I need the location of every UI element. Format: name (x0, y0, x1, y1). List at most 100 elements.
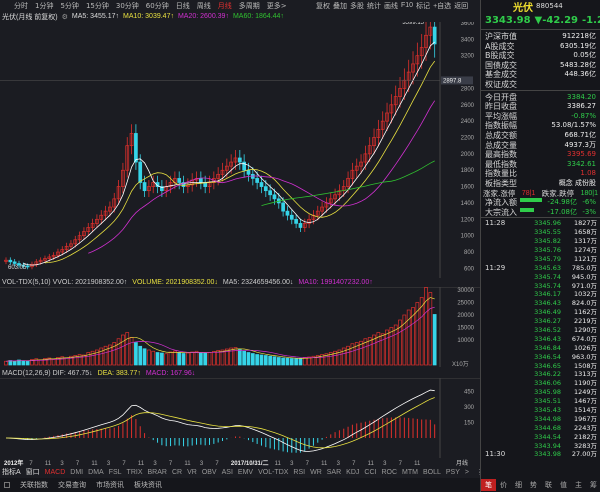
tick-row[interactable]: 3345.79 1121万 (481, 255, 600, 264)
period-10[interactable]: 更多> (266, 1, 287, 10)
indicator-tab-7[interactable]: BRAR (147, 468, 167, 476)
right-tab-3[interactable]: 势 (530, 481, 537, 489)
tick-row[interactable]: 3345.98 1249万 (481, 388, 600, 397)
tick-row[interactable]: 3346.43 674.0万 (481, 335, 600, 344)
period-4[interactable]: 30分钟 (115, 1, 139, 10)
volume-bar (385, 329, 389, 366)
tick-row[interactable]: 3346.06 1190万 (481, 379, 600, 388)
indicator-tab-10[interactable]: OBV (201, 468, 217, 476)
indicator-tab-19[interactable]: ROC (381, 468, 398, 476)
ma20-label: MA20: 2600.39↑ (177, 13, 229, 20)
indicator-tab-22[interactable]: PSY (445, 468, 460, 476)
tick-row[interactable]: 3346.52 1290万 (481, 326, 600, 335)
bottom-tab-1[interactable]: 交易查询 (58, 481, 86, 489)
indicator-tab-3[interactable]: DMI (70, 468, 84, 476)
indicator-tab-11[interactable]: ASI (221, 468, 233, 476)
tick-row[interactable]: 3346.49 1162万 (481, 308, 600, 317)
indicator-tab-6[interactable]: TRIX (126, 468, 143, 476)
bottom-tab-2[interactable]: 市场资讯 (96, 481, 124, 489)
tick-row[interactable]: 3345.51 1467万 (481, 397, 600, 406)
indicator-tab-17[interactable]: KDJ (346, 468, 360, 476)
tick-row[interactable]: 3345.74 971.0万 (481, 282, 600, 291)
indicator-tab-14[interactable]: RSI (293, 468, 306, 476)
tick-row[interactable]: 3346.17 1032万 (481, 290, 600, 299)
tick-volume: 1967万 (573, 414, 597, 423)
indicator-tab-5[interactable]: FSL (108, 468, 122, 476)
volume-chart[interactable]: 30000 25000 20000 15000 10000 X10万 (0, 287, 480, 367)
period-3[interactable]: 15分钟 (85, 1, 109, 10)
tick-row[interactable]: 3346.84 1026万 (481, 344, 600, 353)
volume-bar (324, 353, 329, 366)
right-tab-2[interactable]: 细 (515, 481, 522, 489)
period-7[interactable]: 周线 (196, 1, 211, 10)
tick-row[interactable]: 11:28 3345.96 1827万 (481, 219, 600, 228)
macd-chart[interactable]: 450 300 150 (0, 378, 480, 458)
indicator-tab-9[interactable]: VR (187, 468, 197, 476)
indicator-tab-4[interactable]: DMA (88, 468, 104, 476)
tool-button-1[interactable]: 叠加 (333, 2, 347, 10)
indicator-tab-21[interactable]: BOLL (422, 468, 441, 476)
tool-button-4[interactable]: 画线 (384, 2, 398, 10)
tool-button-5[interactable]: F10 (401, 2, 414, 9)
tick-time (481, 397, 521, 406)
tick-row[interactable]: 3345.43 1514万 (481, 406, 600, 415)
tick-row[interactable]: 3343.94 3283万 (481, 442, 600, 451)
indicator-tab-2[interactable]: MACD (44, 468, 66, 476)
tick-row[interactable]: 3346.65 1508万 (481, 362, 600, 371)
right-tab-0[interactable]: 笔 (481, 479, 496, 491)
tool-button-8[interactable]: 返回 (454, 2, 469, 10)
period-2[interactable]: 5分钟 (60, 1, 79, 10)
tool-button-3[interactable]: 统计 (367, 2, 381, 10)
period-9[interactable]: 多周期 (238, 1, 260, 10)
tick-row[interactable]: 3345.55 1658万 (481, 228, 600, 237)
stat-label: 国债成交 (485, 60, 517, 70)
tick-row[interactable]: 3346.27 2219万 (481, 317, 600, 326)
tool-button-6[interactable]: 标记 (416, 2, 431, 10)
period-5[interactable]: 60分钟 (145, 1, 169, 10)
tool-button-2[interactable]: 多股 (350, 2, 364, 10)
tick-row[interactable]: 3345.76 1274万 (481, 246, 600, 255)
tick-row[interactable]: 3344.54 2182万 (481, 433, 600, 442)
tick-time (481, 379, 521, 388)
indicator-tab-1[interactable]: 窗口 (25, 469, 40, 476)
indicator-tab-18[interactable]: CCI (364, 468, 377, 476)
indicator-tab-16[interactable]: SAR (326, 468, 342, 476)
tick-row[interactable]: 3345.74 945.0万 (481, 273, 600, 282)
right-tab-6[interactable]: 主 (575, 481, 582, 489)
tick-row[interactable]: 3344.68 2243万 (481, 424, 600, 433)
right-tab-5[interactable]: 值 (560, 481, 567, 489)
tool-button-7[interactable]: +自选 (433, 2, 452, 10)
candlestick-chart[interactable]: 3600 3400 3200 2800 2600 2400 2200 2000 1800 1600… (0, 22, 480, 278)
tick-row[interactable]: 3344.98 1967万 (481, 415, 600, 424)
tick-time (481, 415, 521, 424)
bottom-tab-0[interactable]: 关联指数 (20, 481, 48, 489)
period-8[interactable]: 月线 (217, 1, 232, 10)
period-6[interactable]: 日线 (175, 1, 190, 10)
checkbox-icon[interactable] (4, 482, 10, 488)
period-1[interactable]: 1分钟 (35, 1, 54, 10)
tool-button-0[interactable]: 复权 (316, 2, 330, 10)
indicator-tab-8[interactable]: CR (171, 468, 183, 476)
indicator-tab-12[interactable]: EMV (237, 468, 254, 476)
gear-icon[interactable]: ⚙ (61, 13, 68, 21)
indicator-tab-0[interactable]: 指标A (2, 469, 21, 476)
indicator-tab-13[interactable]: VOL-TDX (258, 468, 289, 476)
volume-bar (103, 345, 108, 366)
tick-row[interactable]: 11:29 3345.63 785.0万 (481, 264, 600, 273)
indicator-tab-20[interactable]: MTM (402, 468, 418, 476)
period-0[interactable]: 分时 (14, 1, 28, 10)
right-tab-4[interactable]: 联 (545, 481, 552, 489)
tick-row[interactable]: 3346.43 824.0万 (481, 299, 600, 308)
tick-row[interactable]: 3346.54 963.0万 (481, 353, 600, 362)
indicator-tab-15[interactable]: WR (310, 468, 322, 476)
stat-label: A股成交 (485, 41, 515, 51)
indicator-tab-23[interactable]: > (464, 468, 469, 476)
right-tab-1[interactable]: 价 (500, 481, 507, 489)
tick-row[interactable]: 3345.82 1317万 (481, 237, 600, 246)
tick-row[interactable]: 3346.22 1313万 (481, 370, 600, 379)
min-price-label: 603.05 (8, 265, 27, 271)
tick-row[interactable]: 11:30 3343.98 27.00万 (481, 450, 600, 459)
tick-list[interactable]: 11:28 3345.96 1827万 3345.55 1658万 3345.82 1317… (481, 218, 600, 459)
right-tab-7[interactable]: 筹 (590, 481, 597, 489)
bottom-tab-3[interactable]: 板块资讯 (134, 481, 162, 489)
